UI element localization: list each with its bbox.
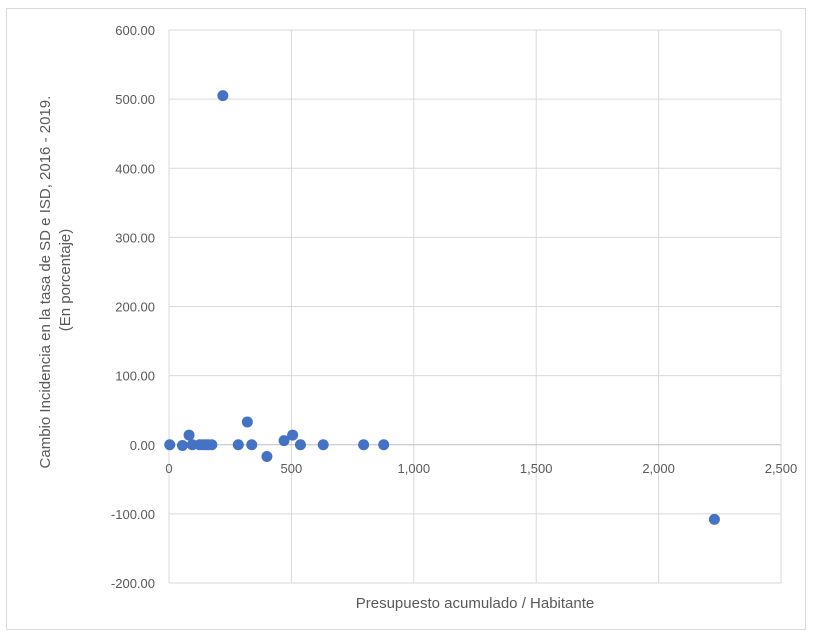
y-axis-title-line-2: (En porcentaje) — [57, 229, 74, 332]
data-point — [708, 513, 720, 525]
y-tick-label: 300.00 — [115, 230, 155, 245]
data-point — [378, 439, 390, 451]
y-tick-label: 0.00 — [130, 438, 155, 453]
data-point — [246, 439, 258, 451]
x-tick-label: 1,000 — [398, 461, 431, 476]
x-tick-label: 0 — [165, 461, 172, 476]
data-point — [317, 439, 329, 451]
data-point — [261, 451, 273, 463]
data-point — [232, 439, 244, 451]
y-tick-labels: 600.00 500.00 400.00 300.00 200.00 100.00 0.00… — [111, 23, 155, 591]
data-point — [358, 439, 370, 451]
horizontal-gridlines — [169, 29, 781, 584]
y-axis-title: Cambio Incidencia en la tasa de SD e ISD… — [37, 92, 74, 469]
x-axis-title: Presupuesto acumulado / Habitante — [356, 595, 594, 612]
x-tick-label: 1,500 — [520, 461, 553, 476]
data-points — [164, 90, 720, 525]
y-tick-label: 600.00 — [115, 23, 155, 38]
data-point — [176, 439, 188, 451]
y-tick-label: 200.00 — [115, 300, 155, 315]
data-point — [217, 90, 229, 102]
y-tick-label: 100.00 — [115, 369, 155, 384]
x-tick-label: 500 — [281, 461, 303, 476]
data-point — [278, 435, 290, 447]
data-point — [164, 439, 176, 451]
data-point — [241, 416, 253, 428]
chart-frame — [6, 8, 806, 630]
y-axis-title-line-1: Cambio Incidencia en la tasa de SD e ISD… — [37, 96, 54, 469]
y-tick-label: 500.00 — [115, 92, 155, 107]
x-tick-label: 2,500 — [765, 461, 798, 476]
data-point — [287, 429, 299, 441]
x-tick-label: 2,000 — [642, 461, 675, 476]
y-tick-label: -100.00 — [111, 507, 155, 522]
x-tick-labels: 0 500 1,000 1,500 2,000 2,500 — [165, 461, 797, 476]
y-tick-label: 400.00 — [115, 161, 155, 176]
data-point — [183, 429, 195, 441]
y-tick-label: -200.00 — [111, 576, 155, 591]
data-point — [206, 439, 218, 451]
data-point — [294, 439, 306, 451]
